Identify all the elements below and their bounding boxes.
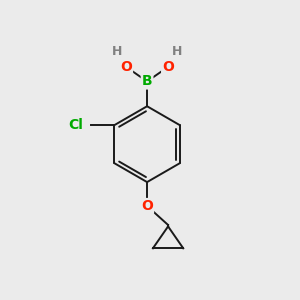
- Text: H: H: [112, 45, 122, 58]
- Text: Cl: Cl: [69, 118, 84, 132]
- Text: O: O: [141, 199, 153, 213]
- Text: O: O: [162, 60, 174, 74]
- Text: O: O: [120, 60, 132, 74]
- Text: B: B: [142, 74, 152, 88]
- Text: H: H: [172, 45, 182, 58]
